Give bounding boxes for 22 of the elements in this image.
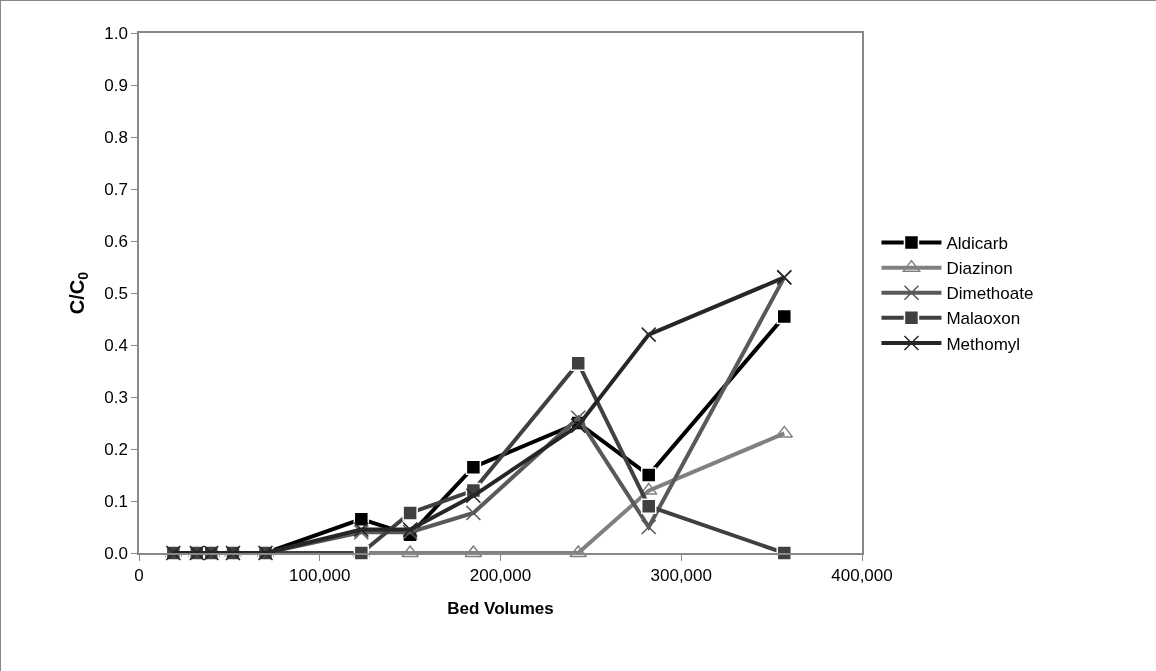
y-tick-label: 0.6	[104, 231, 128, 251]
x-tick-label: 0	[134, 566, 144, 586]
y-tick-label: 0.0	[104, 543, 128, 563]
y-tick-label: 0.9	[104, 75, 128, 95]
legend-label: Aldicarb	[946, 234, 1008, 254]
x-tick-label: 100,000	[289, 566, 351, 586]
y-tick-label: 0.8	[104, 127, 128, 147]
legend-label: Methomyl	[946, 334, 1021, 354]
y-tick-label: 0.4	[104, 335, 128, 355]
x-tick-label: 400,000	[831, 566, 893, 586]
y-tick-label: 0.3	[104, 387, 128, 407]
y-tick-label: 0.2	[104, 439, 128, 459]
legend-label: Diazinon	[946, 259, 1013, 279]
legend-label: Dimethoate	[946, 284, 1034, 304]
y-tick-label: 1.0	[104, 23, 128, 43]
legend-label: Malaoxon	[946, 309, 1021, 329]
y-tick-label: 0.7	[104, 179, 128, 199]
x-axis-title: Bed Volumes	[447, 599, 554, 619]
y-tick-label: 0.1	[104, 491, 128, 511]
y-tick-label: 0.5	[104, 283, 128, 303]
x-tick-label: 300,000	[650, 566, 712, 586]
x-tick-label: 200,000	[469, 566, 532, 586]
